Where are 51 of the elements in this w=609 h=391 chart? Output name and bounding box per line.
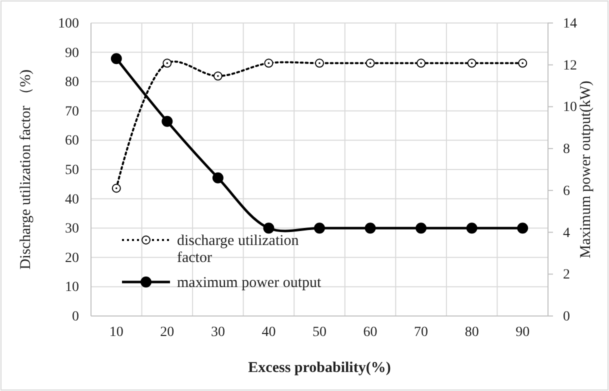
point <box>212 172 224 184</box>
y-tick-label: 100 <box>58 16 79 32</box>
point <box>518 58 528 68</box>
point <box>162 58 172 68</box>
point <box>517 222 528 234</box>
y-tick-label: 70 <box>65 104 79 120</box>
y-tick-label: 20 <box>65 250 79 266</box>
y-tick-label: 90 <box>65 46 79 61</box>
x-tick-label: 70 <box>414 324 428 340</box>
y-tick-label: 80 <box>65 75 79 90</box>
point <box>110 53 122 64</box>
x-axis-title: Excess probability(%) <box>248 360 391 376</box>
legend-label: maximum power output <box>177 275 322 291</box>
y2-tick-label: 0 <box>563 309 570 324</box>
point <box>466 222 478 234</box>
point <box>263 222 274 234</box>
y-tick-label: 10 <box>65 280 79 296</box>
point <box>314 222 325 234</box>
legend-label: discharge utilization factor <box>177 233 300 266</box>
x-tick-label: 10 <box>109 324 124 340</box>
point <box>467 58 476 68</box>
point <box>315 58 324 68</box>
y2-tick-label: 4 <box>563 226 570 241</box>
y-tick-label: 50 <box>65 162 79 178</box>
x-tick-label: 50 <box>312 324 326 340</box>
y-axis-title: Discharge utilization factor （%) <box>18 69 34 270</box>
y-tick-label: 60 <box>65 134 79 149</box>
y2-tick-label: 6 <box>563 184 570 199</box>
point <box>364 222 376 234</box>
y2-tick-label: 10 <box>563 100 577 116</box>
x-tick-label: 20 <box>160 324 174 340</box>
y2-tick-label: 2 <box>563 268 570 283</box>
y2-tick-label: 8 <box>563 142 570 158</box>
x-tick-label: 80 <box>464 324 479 340</box>
y2-axis-title: Maximum power output(kW) <box>578 80 594 258</box>
y-tick-label: 30 <box>65 222 79 237</box>
point <box>264 58 274 68</box>
point <box>416 222 427 234</box>
y2-tick-label: 12 <box>563 58 577 74</box>
x-tick-label: 40 <box>262 324 276 340</box>
x-tick-label: 60 <box>363 324 378 340</box>
y2-tick-label: 14 <box>563 16 577 32</box>
y-tick-label: 0 <box>72 309 79 324</box>
y-tick-label: 40 <box>65 192 79 208</box>
point <box>366 58 375 68</box>
x-tick-label: 90 <box>516 324 530 340</box>
x-tick-label: 30 <box>210 324 225 340</box>
point <box>416 58 426 68</box>
point <box>213 72 222 81</box>
point <box>162 116 173 127</box>
point <box>112 184 121 193</box>
